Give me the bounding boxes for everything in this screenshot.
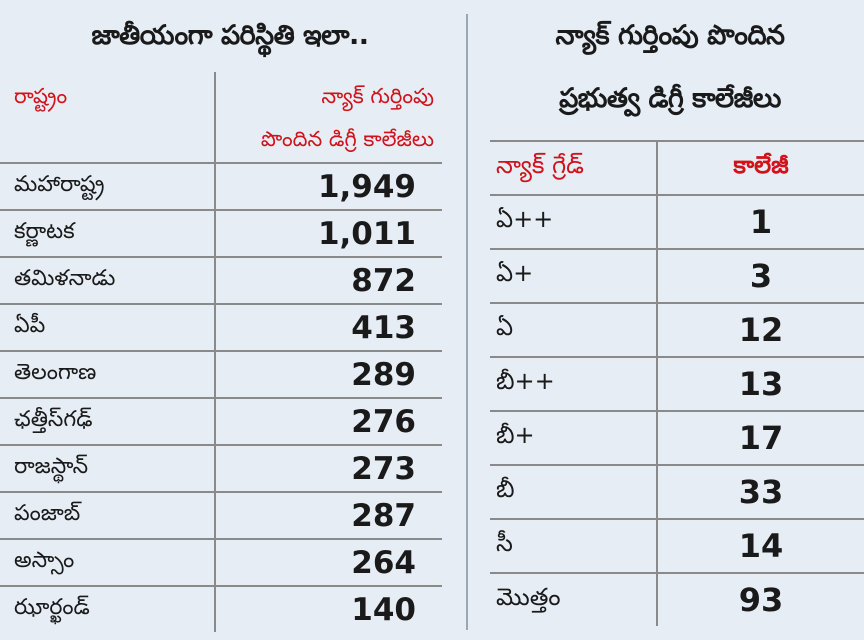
state-value: 1,011: [214, 210, 442, 258]
table-row: ఏపీ 413: [0, 304, 442, 352]
table-row: ఏ+ 3: [490, 249, 864, 304]
grade-name: ఏ++: [490, 195, 657, 250]
grade-name: బీ+: [490, 411, 657, 466]
state-value: 413: [214, 304, 442, 352]
table-row-total: మొత్తం 93: [490, 573, 864, 626]
grade-name: ఏ: [490, 303, 657, 358]
table-row: ఏ 12: [490, 303, 864, 358]
state-name: పంజాబ్: [0, 492, 215, 540]
grade-name: బీ: [490, 465, 657, 520]
column-divider: [466, 14, 468, 630]
table-row: బీ+ 17: [490, 411, 864, 466]
grade-name: సీ: [490, 519, 657, 574]
state-value: 264: [214, 539, 442, 587]
table-row: కర్ణాటక 1,011: [0, 210, 442, 258]
state-value: 140: [214, 586, 442, 632]
state-table: రాష్ట్రం న్యాక్ గుర్తింపు పొందిన డిగ్రీ …: [0, 72, 442, 632]
state-name: తమిళనాడు: [0, 257, 215, 305]
table-row: ఛత్తీస్‌గఢ్ 276: [0, 398, 442, 446]
grade-count: 12: [656, 303, 864, 358]
state-value: 1,949: [214, 163, 442, 211]
state-name: ఝార్ఖండ్: [14, 594, 90, 620]
national-title: జాతీయంగా పరిస్థితి ఇలా..: [91, 20, 369, 51]
header-count: కాలేజీ: [733, 151, 789, 179]
state-name: ఛత్తీస్‌గఢ్: [0, 398, 215, 446]
grade-count: 33: [656, 465, 864, 520]
grade-count: 1: [656, 195, 864, 250]
grade-count: 17: [656, 411, 864, 466]
state-name: అస్సాం: [0, 539, 215, 587]
grade-table: న్యాక్ గ్రేడ్ కాలేజీ ఏ++ 1 ఏ+ 3 ఏ 12 బీ++ 13…: [490, 140, 864, 626]
table-row: తమిళనాడు 872: [0, 257, 442, 305]
state-value: 287: [214, 492, 442, 540]
state-name: రాజస్థాన్: [0, 445, 215, 493]
state-name: ఏపీ: [0, 304, 215, 352]
table-row: తెలంగాణ 289: [0, 351, 442, 399]
table-row: అస్సాం 264: [0, 539, 442, 587]
state-value: 276: [214, 398, 442, 446]
grade-count: 13: [656, 357, 864, 412]
grade-name: ఏ+: [490, 249, 657, 304]
state-name: మహారాష్ట్ర: [0, 163, 215, 211]
header-value-line1: న్యాక్ గుర్తింపు: [321, 84, 434, 108]
header-value-line2: పొందిన డిగ్రీ కాలేజీలు: [260, 127, 434, 151]
state-table-header: రాష్ట్రం న్యాక్ గుర్తింపు పొందిన డిగ్రీ …: [0, 72, 442, 164]
table-row: బీ++ 13: [490, 357, 864, 412]
table-row: మహారాష్ట్ర 1,949: [0, 163, 442, 211]
state-value: 289: [214, 351, 442, 399]
grade-count: 93: [656, 573, 864, 626]
grade-count: 3: [656, 249, 864, 304]
grade-name: బీ++: [490, 357, 657, 412]
table-row: రాజస్థాన్ 273: [0, 445, 442, 493]
grade-title-line2: ప్రభుత్వ డిగ్రీ కాలేజీలు: [559, 83, 781, 114]
header-state: రాష్ట్రం: [14, 84, 68, 108]
grade-title-line1: న్యాక్ గుర్తింపు పొందిన: [555, 20, 785, 51]
table-row: ఏ++ 1: [490, 195, 864, 250]
table-row: ఝార్ఖండ్ 140: [0, 586, 442, 632]
state-value: 872: [214, 257, 442, 305]
grade-count: 14: [656, 519, 864, 574]
table-row: బీ 33: [490, 465, 864, 520]
grade-table-header: న్యాక్ గ్రేడ్ కాలేజీ: [490, 140, 864, 196]
grade-name: మొత్తం: [496, 583, 561, 611]
state-name: తెలంగాణ: [0, 351, 215, 399]
header-grade: న్యాక్ గ్రేడ్: [496, 151, 584, 179]
state-value: 273: [214, 445, 442, 493]
table-row: సీ 14: [490, 519, 864, 574]
table-row: పంజాబ్ 287: [0, 492, 442, 540]
state-name: కర్ణాటక: [0, 210, 215, 258]
